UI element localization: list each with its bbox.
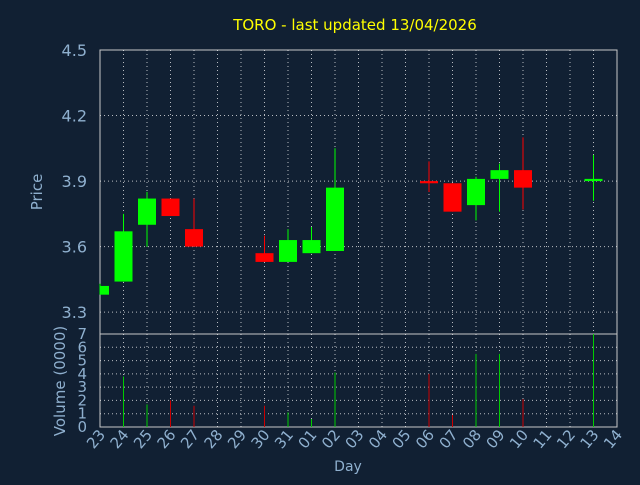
x-tick-label: 08 [459, 426, 485, 452]
x-tick-label: 10 [506, 426, 532, 452]
price-tick-label: 4.2 [62, 107, 87, 126]
candle-body [161, 198, 180, 217]
x-tick-label: 26 [154, 426, 180, 452]
x-tick-label: 06 [412, 426, 438, 452]
x-tick-label: 07 [436, 426, 462, 452]
x-tick-label: 14 [600, 426, 626, 452]
x-tick-label: 28 [201, 426, 227, 452]
candle-body [114, 231, 133, 282]
candle-body [302, 240, 321, 254]
candle-body [443, 183, 462, 212]
volume-axis-label: Volume (0000) [51, 326, 69, 436]
x-tick-label: 11 [530, 426, 556, 452]
candle-body [326, 187, 344, 251]
volume-series [123, 334, 594, 427]
price-tick-label: 4.5 [62, 41, 87, 60]
candle-body [279, 240, 297, 262]
price-grid [100, 50, 617, 334]
x-tick-label: 01 [295, 426, 321, 452]
x-tick-label: 03 [342, 426, 368, 452]
volume-panel-frame [99, 333, 618, 428]
volume-tick-label: 7 [77, 325, 87, 343]
volume-tick-label: 6 [77, 338, 87, 356]
candle-body [100, 285, 109, 295]
x-tick-label: 13 [577, 426, 603, 452]
price-tick-label: 3.9 [62, 172, 87, 191]
candle-body [490, 170, 509, 179]
x-tick-label: 04 [365, 426, 391, 452]
x-axis-ticks: 2324252627282930310102030405060708091011… [83, 426, 626, 452]
volume-tick-label: 3 [77, 378, 87, 396]
candle-body [467, 178, 485, 206]
x-tick-label: 29 [224, 426, 250, 452]
price-panel-frame [99, 49, 618, 335]
volume-tick-label: 0 [77, 418, 87, 436]
chart-title: TORO - last updated 13/04/2026 [232, 16, 477, 34]
x-tick-label: 27 [177, 426, 203, 452]
x-tick-label: 25 [130, 426, 156, 452]
x-tick-label: 12 [553, 426, 579, 452]
candle-body [514, 170, 532, 188]
x-tick-label: 24 [107, 426, 133, 452]
x-tick-label: 31 [271, 426, 297, 452]
candle-series [99, 137, 603, 295]
price-axis-ticks: 3.3 3.6 3.9 4.2 4.5 [62, 41, 87, 322]
price-tick-label: 3.6 [62, 238, 87, 257]
x-tick-label: 05 [389, 426, 415, 452]
x-tick-label: 30 [248, 426, 274, 452]
candle-body [138, 198, 156, 225]
candle-body [255, 253, 274, 262]
x-tick-label: 09 [483, 426, 509, 452]
x-axis-label: Day [334, 459, 362, 475]
volume-tick-label: 5 [77, 352, 87, 370]
candle-body [420, 181, 438, 184]
volume-grid [100, 334, 617, 427]
candle-body [185, 229, 203, 247]
candle-body [584, 178, 603, 182]
volume-tick-label: 2 [77, 391, 87, 409]
price-tick-label: 3.3 [62, 303, 87, 322]
x-tick-label: 02 [318, 426, 344, 452]
volume-tick-label: 4 [77, 365, 87, 383]
price-axis-label: Price [28, 174, 46, 211]
volume-tick-label: 1 [77, 405, 87, 423]
